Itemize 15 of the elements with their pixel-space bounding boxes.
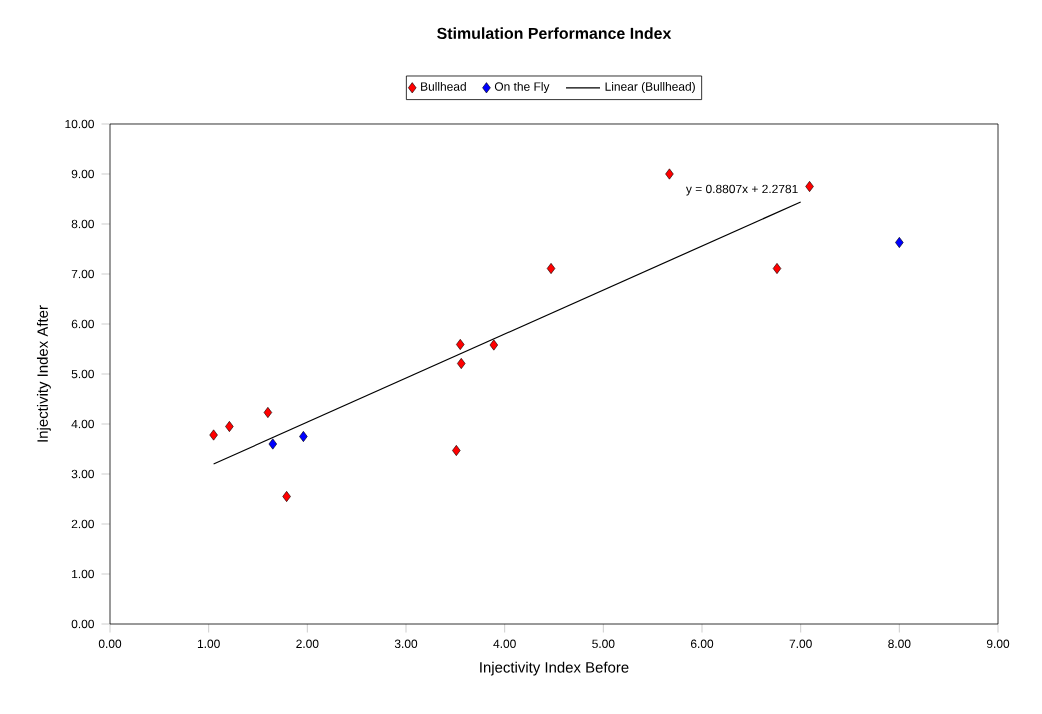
point: [225, 421, 234, 432]
point: [282, 491, 291, 502]
point: [268, 438, 277, 450]
point: [456, 339, 465, 350]
point: [805, 181, 814, 192]
point: [895, 237, 904, 248]
point: [457, 358, 466, 369]
point: [546, 263, 556, 274]
point: [209, 429, 218, 441]
point: [665, 168, 674, 180]
point: [263, 407, 273, 418]
point: [489, 339, 498, 351]
point: [772, 263, 782, 274]
point: [299, 431, 308, 442]
point: [452, 445, 461, 456]
